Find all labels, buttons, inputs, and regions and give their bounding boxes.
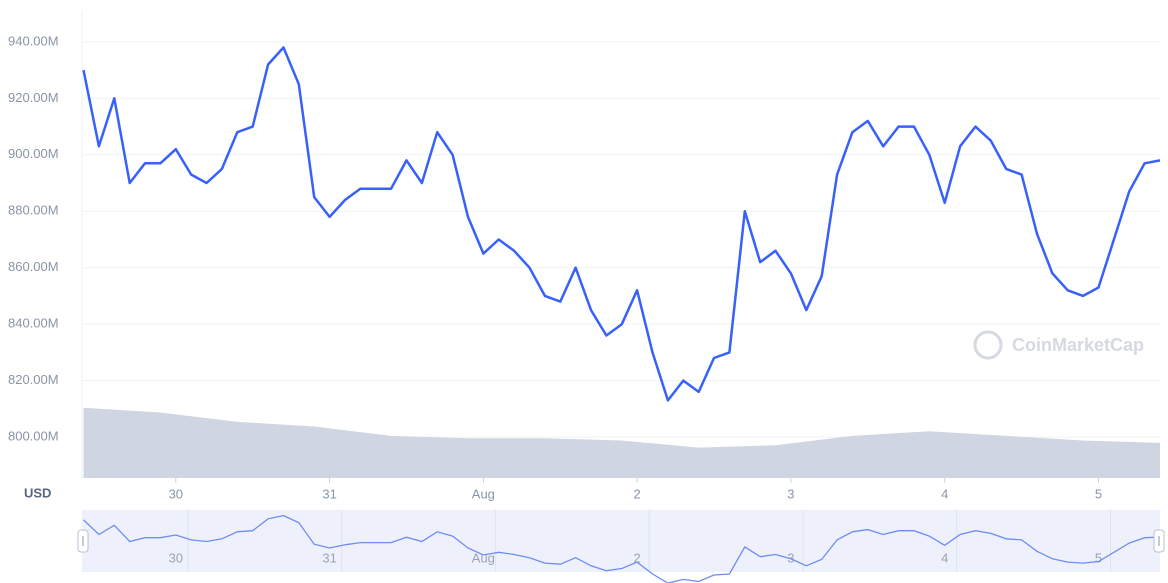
navigator-tick-label: 2 bbox=[634, 550, 641, 565]
watermark: CoinMarketCap bbox=[973, 330, 1144, 360]
y-tick-label: 800.00M bbox=[8, 429, 59, 444]
y-tick-label: 940.00M bbox=[8, 33, 59, 48]
y-tick-label: 880.00M bbox=[8, 203, 59, 218]
y-tick-label: 840.00M bbox=[8, 316, 59, 331]
watermark-text: CoinMarketCap bbox=[1012, 335, 1144, 355]
navigator-tick-label: 30 bbox=[169, 550, 183, 565]
x-tick-label: 31 bbox=[322, 486, 336, 501]
volume-area bbox=[83, 407, 1160, 478]
navigator-tick-label: 3 bbox=[787, 550, 794, 565]
x-tick-label: 4 bbox=[941, 486, 948, 501]
x-tick-label: 2 bbox=[634, 486, 641, 501]
currency-label: USD bbox=[24, 485, 51, 500]
y-tick-label: 900.00M bbox=[8, 146, 59, 161]
x-tick-label: 5 bbox=[1095, 486, 1102, 501]
price-line bbox=[82, 46, 1161, 402]
y-tick-label: 920.00M bbox=[8, 90, 59, 105]
x-tick-label: 30 bbox=[169, 486, 183, 501]
navigator-tick-label: 4 bbox=[941, 550, 948, 565]
navigator-tick-label: 31 bbox=[322, 550, 336, 565]
x-tick-label: 3 bbox=[787, 486, 794, 501]
navigator-tick-label: Aug bbox=[472, 550, 495, 565]
y-tick-label: 820.00M bbox=[8, 372, 59, 387]
navigator-tick-label: 5 bbox=[1095, 550, 1102, 565]
navigator-background bbox=[82, 510, 1160, 572]
navigator-line bbox=[83, 514, 1161, 583]
watermark-logo bbox=[973, 330, 1003, 360]
x-tick-label: Aug bbox=[472, 486, 495, 501]
y-tick-label: 860.00M bbox=[8, 259, 59, 274]
